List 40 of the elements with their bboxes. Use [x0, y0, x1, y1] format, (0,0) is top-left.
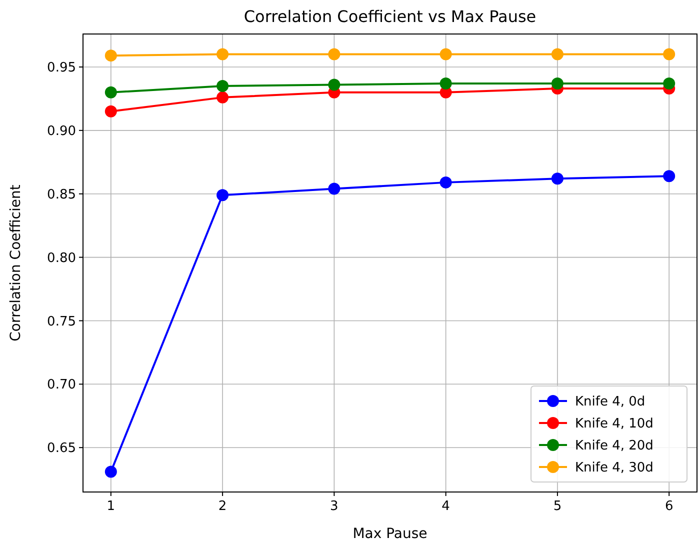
legend-label: Knife 4, 10d — [575, 416, 654, 432]
y-tick-label: 0.70 — [47, 378, 76, 393]
y-tick-label: 0.75 — [47, 314, 76, 330]
x-tick-label: 2 — [218, 499, 227, 514]
x-tick-label: 4 — [442, 499, 450, 514]
point — [104, 86, 117, 98]
x-tick-label: 6 — [664, 499, 674, 514]
point — [440, 176, 452, 188]
point — [551, 48, 564, 60]
y-tick-label: 0.90 — [47, 124, 76, 139]
point — [663, 170, 676, 182]
y-tick-label: 0.80 — [47, 250, 76, 266]
chart-title: Correlation Coefficient vs Max Pause — [244, 7, 536, 26]
x-tick-label: 1 — [106, 499, 116, 514]
point — [104, 466, 117, 478]
point — [328, 48, 340, 60]
point — [104, 105, 117, 118]
legend-label: Knife 4, 30d — [575, 460, 654, 476]
point — [328, 78, 340, 91]
point — [663, 77, 676, 90]
point — [216, 91, 229, 104]
point — [440, 48, 452, 60]
point — [328, 182, 340, 195]
point — [551, 172, 564, 185]
legend-label: Knife 4, 20d — [575, 438, 654, 454]
point — [440, 77, 452, 90]
y-axis-title: Correlation Coefficient — [8, 184, 24, 342]
x-tick-label: 5 — [553, 499, 562, 514]
point — [663, 48, 676, 60]
y-tick-label: 0.85 — [47, 187, 76, 202]
point — [216, 80, 229, 92]
point — [104, 50, 117, 62]
x-axis-title: Max Pause — [352, 526, 428, 542]
y-tick-label: 0.95 — [47, 60, 76, 76]
point — [216, 48, 229, 60]
x-tick-label: 3 — [330, 499, 338, 514]
point — [551, 77, 564, 90]
point — [216, 189, 229, 202]
y-tick-label: 0.65 — [47, 441, 76, 456]
legend-label: Knife 4, 0d — [575, 394, 646, 410]
